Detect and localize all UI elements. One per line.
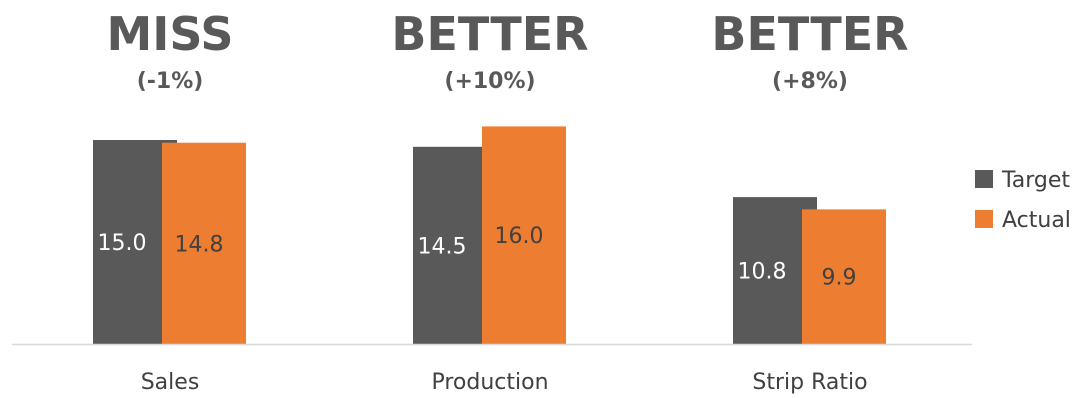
value-label-actual-2: 9.9: [822, 266, 857, 291]
change-label-1: (+10%): [444, 69, 535, 94]
bar-actual-2: [802, 209, 886, 344]
change-label-2: (+8%): [772, 69, 848, 94]
value-label-actual-1: 16.0: [495, 224, 544, 249]
status-label-1: BETTER: [391, 7, 588, 61]
change-label-0: (-1%): [137, 69, 204, 94]
bar-actual-0: [162, 142, 246, 344]
chart-value-labels: 15.0 14.8 14.5 16.0 10.8 9.9: [98, 224, 857, 290]
legend-swatch-actual: [975, 210, 993, 228]
category-label-2: Strip Ratio: [752, 370, 867, 395]
status-label-2: BETTER: [711, 7, 908, 61]
category-labels: Sales Production Strip Ratio: [141, 370, 868, 395]
chart-bars: [93, 126, 886, 345]
category-label-0: Sales: [141, 370, 200, 395]
value-label-target-0: 15.0: [98, 231, 147, 256]
category-label-1: Production: [431, 370, 548, 395]
bar-actual-1: [482, 126, 566, 345]
legend-swatch-target: [975, 170, 993, 188]
value-label-target-1: 14.5: [418, 234, 467, 259]
chart-annotations: MISS (-1%) BETTER (+10%) BETTER (+8%): [106, 7, 908, 94]
value-label-actual-0: 14.8: [175, 232, 224, 257]
legend-label-target: Target: [1001, 168, 1070, 193]
value-label-target-2: 10.8: [738, 260, 787, 285]
status-label-0: MISS: [106, 7, 233, 61]
legend-label-actual: Actual: [1002, 208, 1071, 233]
chart-legend: Target Actual: [975, 168, 1071, 233]
